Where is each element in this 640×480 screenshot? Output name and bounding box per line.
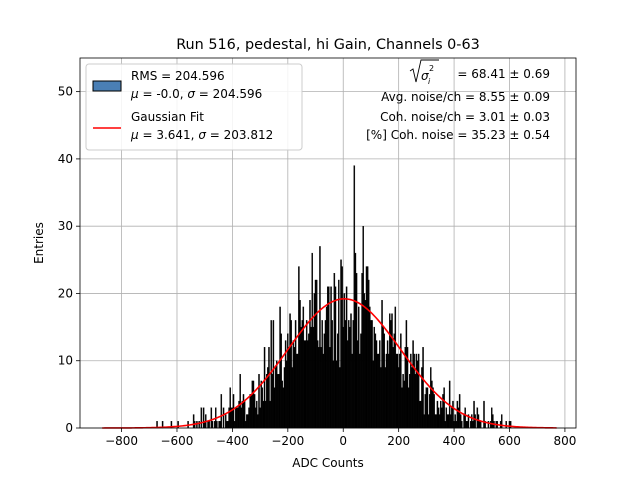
- histogram-bar: [216, 421, 218, 429]
- histogram-bar: [461, 421, 463, 429]
- x-tick-label: −800: [105, 434, 138, 448]
- histogram-bar: [220, 394, 223, 429]
- annotation-avg-noise: Avg. noise/ch = 8.55 ± 0.09: [381, 90, 550, 104]
- y-tick-label: 10: [58, 354, 73, 368]
- plot-frame: [79, 57, 577, 429]
- x-axis-label: ADC Counts: [292, 456, 364, 470]
- x-tick-label: 200: [387, 434, 410, 448]
- histogram-bar: [505, 421, 507, 429]
- x-tick-label: −400: [216, 434, 249, 448]
- legend-histogram-line1: RMS = 204.596: [131, 69, 225, 83]
- svg-text:i: i: [428, 77, 431, 86]
- legend-histogram-line2: μ = -0.0, σ = 204.596: [130, 87, 262, 101]
- svg-text:σ: σ: [421, 69, 429, 83]
- y-tick-label: 40: [58, 152, 73, 166]
- legend-histogram-swatch: [92, 80, 122, 92]
- chart-title: Run 516, pedestal, hi Gain, Channels 0-6…: [176, 37, 480, 53]
- legend-fit-line2: μ = 3.641, σ = 203.812: [130, 128, 273, 142]
- legend: RMS = 204.596 μ = -0.0, σ = 204.596 Gaus…: [85, 63, 303, 151]
- histogram-bar: [474, 414, 476, 429]
- noise-annotations: σ i 2 = 68.41 ± 0.69 Avg. noise/ch = 8.5…: [366, 59, 550, 142]
- histogram-bar: [198, 421, 200, 429]
- y-tick-label: 0: [65, 421, 73, 435]
- histogram-bar: [208, 421, 210, 429]
- x-tick-label: 600: [498, 434, 521, 448]
- histogram-bar: [479, 421, 482, 429]
- histogram-bar: [211, 421, 214, 429]
- x-axis-ticks: −800 −600 −400 −200 0 200 400 600 800: [105, 428, 576, 448]
- svg-text:= 68.41 ± 0.69: = 68.41 ± 0.69: [457, 67, 550, 81]
- y-tick-label: 50: [58, 85, 73, 99]
- legend-frame: [85, 63, 303, 151]
- y-tick-label: 20: [58, 286, 73, 300]
- y-axis-label: Entries: [32, 222, 46, 264]
- y-axis-ticks: 0 10 20 30 40 50: [58, 85, 80, 435]
- histogram-bar: [196, 421, 198, 429]
- svg-text:2: 2: [429, 64, 434, 73]
- y-tick-label: 30: [58, 219, 73, 233]
- x-tick-label: 800: [553, 434, 576, 448]
- histogram-bar: [200, 407, 203, 429]
- x-tick-label: 0: [339, 434, 347, 448]
- legend-fit-line1: Gaussian Fit: [131, 110, 204, 124]
- annotation-sigma-sqrt: σ i 2 = 68.41 ± 0.69: [409, 59, 550, 86]
- sqrt-sign: [409, 59, 439, 83]
- x-tick-label: −200: [271, 434, 304, 448]
- gaussian-fit-line: [102, 298, 557, 429]
- histogram-bar: [222, 407, 225, 429]
- annotation-coh-noise-percent: [%] Coh. noise = 35.23 ± 0.54: [366, 128, 550, 142]
- annotation-coh-noise: Coh. noise/ch = 3.01 ± 0.03: [380, 110, 550, 124]
- x-tick-label: −600: [160, 434, 193, 448]
- x-tick-label: 400: [443, 434, 466, 448]
